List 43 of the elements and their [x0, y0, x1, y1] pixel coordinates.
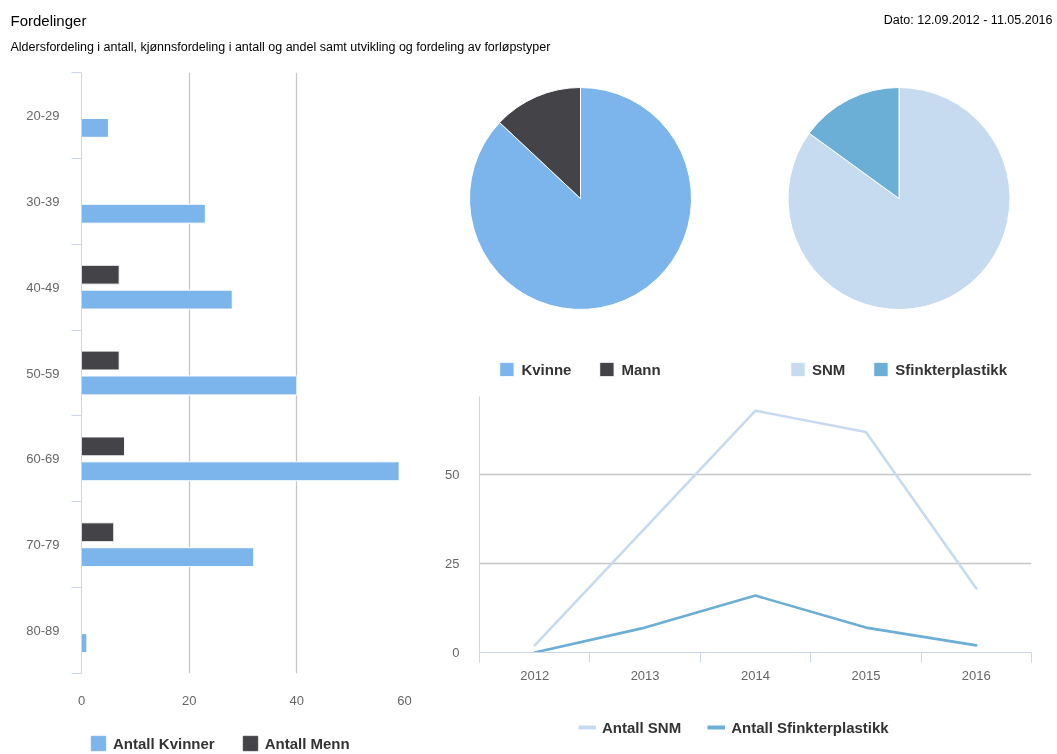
bar	[81, 375, 298, 396]
x-tick-label: 40	[289, 692, 305, 708]
bar	[81, 633, 88, 653]
x-tick-label: 20	[181, 692, 197, 708]
y-tick-label: 70-79	[26, 537, 60, 553]
x-tick-label: 60	[397, 692, 412, 708]
x-tick-label: 0	[77, 692, 86, 708]
y-tick-label: 50-59	[26, 365, 60, 381]
bar	[81, 203, 206, 224]
x-tick-label: 2012	[520, 667, 550, 683]
y-tick-label: 30-39	[26, 193, 60, 209]
x-tick-label: 2013	[630, 667, 660, 683]
line-series	[533, 409, 978, 647]
y-tick-label: 40-49	[26, 279, 60, 295]
y-tick-label: 50	[445, 467, 460, 483]
legend-label: Antall Sfinkterplastikk	[731, 718, 889, 736]
y-tick-label: 25	[445, 556, 460, 572]
y-tick-label: 80-89	[26, 623, 60, 639]
y-tick-label: 20-29	[26, 107, 60, 123]
legend-label: Antall SNM	[602, 718, 682, 736]
bar	[81, 436, 126, 457]
bar	[81, 289, 233, 310]
bar	[81, 547, 255, 568]
bar	[81, 350, 120, 371]
y-tick-label: 0	[452, 645, 460, 660]
legend-label: Kvinne	[521, 360, 572, 378]
bar	[81, 522, 115, 543]
chart-title: Fordelinger	[10, 12, 87, 29]
bar	[81, 117, 109, 138]
line-series	[533, 594, 978, 653]
chart-subtitle: Aldersfordeling i antall, kjønnsfordeling i antall og andel samt utvikling og fordeling av forløpstyper	[10, 39, 551, 54]
legend-label: Sfinkterplastikk	[895, 360, 1008, 378]
x-tick-label: 2016	[961, 667, 991, 683]
legend-label: Mann	[621, 360, 661, 378]
legend-label: SNM	[811, 360, 846, 378]
legend-label: Antall Menn	[264, 734, 350, 752]
y-tick-label: 60-69	[26, 451, 60, 467]
legend-label: Antall Kvinner	[113, 734, 215, 752]
x-tick-label: 2014	[741, 667, 770, 683]
bar	[81, 264, 120, 285]
text: Dato: 12.09.2012 - 11.05.2016	[883, 12, 1053, 27]
bar	[81, 461, 400, 482]
x-tick-label: 2015	[851, 667, 881, 683]
